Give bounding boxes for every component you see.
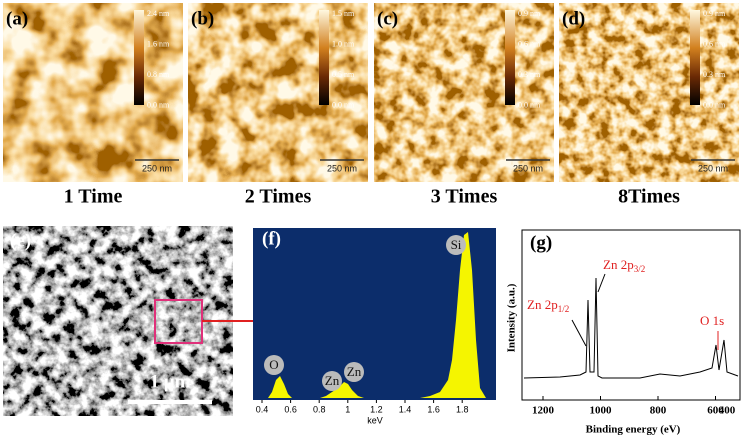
annotation-sub: 1/2 (558, 304, 570, 314)
colorbar-label: 2.4 nm (147, 9, 170, 18)
x-tick-label: 600 (707, 405, 724, 417)
panel-label: (c) (377, 8, 398, 29)
colorbar-label: 0.3 nm (518, 70, 541, 79)
x-tick-label: 0.6 (284, 404, 297, 414)
peak-marker (344, 362, 364, 382)
x-tick-label: 1200 (532, 405, 555, 417)
afm-image (374, 3, 554, 182)
peak-marker (446, 235, 466, 255)
annotation: O 1s (700, 313, 724, 328)
colorbar-label: 0.0 nm (332, 100, 355, 109)
x-tick-label: 1 (345, 404, 350, 414)
colorbar-label: 0.0 nm (703, 100, 726, 109)
colorbar-label: 0.8 nm (147, 70, 170, 79)
peak-label: Zn (325, 373, 340, 388)
caption: 3 Times (431, 186, 498, 208)
x-tick-label: 1.6 (427, 404, 440, 414)
caption: 8Times (618, 186, 680, 208)
scale-label: 250 nm (698, 163, 728, 173)
x-tick-label: 1.4 (399, 404, 412, 414)
panel-label: (b) (191, 8, 214, 29)
panel-label: (g) (530, 232, 552, 253)
x-tick-label: 1.8 (456, 404, 469, 414)
peak-marker (264, 355, 284, 375)
x-axis-label: Binding energy (eV) (586, 424, 681, 436)
colorbar (505, 10, 515, 105)
peak-marker (322, 371, 342, 391)
colorbar-label: 0.6 nm (518, 39, 541, 48)
x-tick-label: 400 (719, 405, 736, 417)
x-axis-label: keV (367, 415, 383, 425)
colorbar-label: 0.9 nm (703, 9, 726, 18)
x-tick-label: 0.4 (256, 404, 269, 414)
colorbar-label: 0.0 nm (147, 100, 170, 109)
colorbar-label: 0.5 nm (332, 70, 355, 79)
x-tick-label: 800 (650, 405, 667, 417)
annotation-sub: 3/2 (634, 264, 646, 274)
caption: 1 Time (64, 186, 123, 208)
colorbar-label: 1.6 nm (147, 39, 170, 48)
scale-label: 250 nm (513, 163, 543, 173)
colorbar-label: 0.6 nm (703, 39, 726, 48)
colorbar-label: 1.0 nm (332, 39, 355, 48)
annotation-main: Zn 2p (527, 297, 558, 312)
y-axis-label: Intensity (a.u.) (506, 283, 518, 352)
panel-label: (e) (10, 230, 31, 251)
annotation: Zn 2p3/2 (603, 257, 645, 274)
scale-label: 250 nm (142, 163, 172, 173)
scale-label: 250 nm (327, 163, 357, 173)
scale-label: 1 μm (150, 371, 191, 392)
peak-label: Zn (347, 364, 362, 379)
pointer (571, 319, 587, 347)
colorbar-label: 0.3 nm (703, 70, 726, 79)
peak-label: O (269, 357, 278, 372)
afm-image (559, 3, 739, 182)
afm-image (188, 3, 368, 182)
edx-spectrum (262, 232, 490, 398)
x-tick-label: 1.2 (370, 404, 383, 414)
colorbar-label: 0.9 nm (518, 9, 541, 18)
caption: 2 Times (245, 186, 312, 208)
peak-label: Si (451, 237, 462, 252)
sem-image (3, 226, 233, 416)
x-tick-label: 1000 (590, 405, 613, 417)
colorbar (319, 10, 329, 105)
colorbar-label: 0.0 nm (518, 100, 541, 109)
xps-spectrum (523, 277, 739, 379)
annotation-main: Zn 2p (603, 257, 634, 272)
panel-label: (d) (562, 8, 585, 29)
annotation: Zn 2p1/2 (527, 297, 569, 314)
colorbar (134, 10, 144, 105)
panel-label: (a) (6, 8, 28, 29)
panel-label: (f) (262, 228, 281, 249)
xps-plot (521, 229, 741, 401)
colorbar-label: 1.5 nm (332, 9, 355, 18)
pointer (597, 273, 606, 293)
afm-image (3, 3, 183, 182)
x-tick-label: 0.8 (313, 404, 326, 414)
colorbar (690, 10, 700, 105)
